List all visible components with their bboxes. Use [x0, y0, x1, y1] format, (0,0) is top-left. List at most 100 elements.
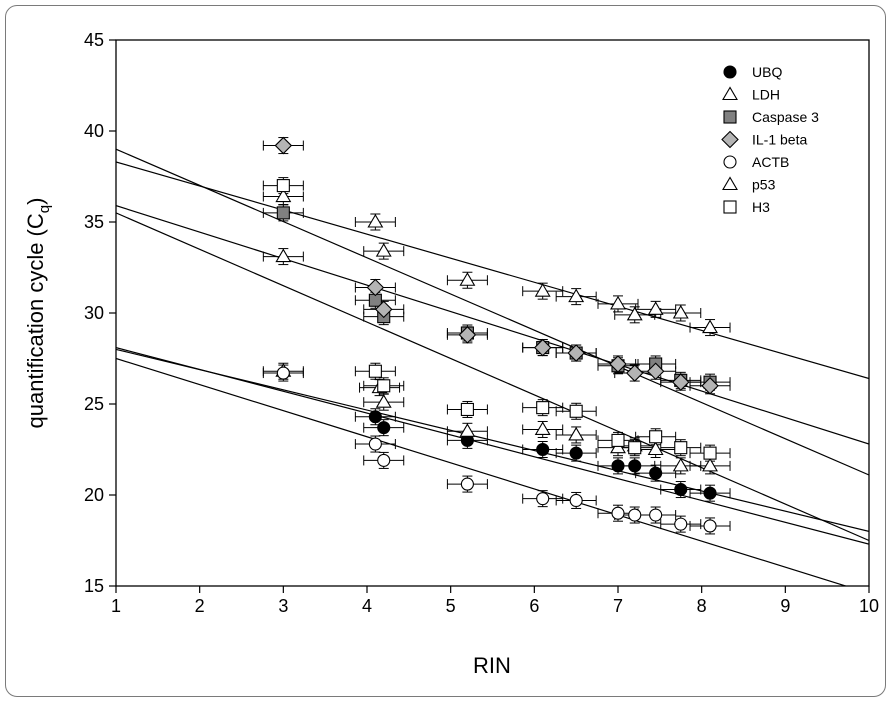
- legend-label: H3: [752, 199, 770, 215]
- legend-marker: [723, 155, 737, 169]
- data-point-ldh: [459, 423, 476, 437]
- data-point-il-1-beta: [671, 373, 690, 391]
- data-point-il-1-beta: [609, 355, 627, 373]
- data-point-ubq: [377, 421, 391, 435]
- data-point-actb: [377, 453, 391, 467]
- legend-label: Caspase 3: [752, 109, 819, 125]
- data-point-ubq: [368, 410, 382, 424]
- figure-frame: [5, 5, 886, 697]
- data-point-il-1-beta: [533, 338, 552, 357]
- legend-marker: [723, 110, 737, 124]
- data-point-actb: [368, 437, 382, 451]
- legend-label: IL-1 beta: [752, 132, 807, 148]
- data-point-p53: [367, 213, 384, 228]
- data-point-il-1-beta: [701, 377, 719, 395]
- data-point-ubq: [569, 446, 583, 460]
- data-point-p53: [375, 243, 392, 257]
- data-point-il-1-beta: [625, 364, 644, 382]
- y-tick-label: 15: [84, 576, 104, 596]
- fit-lines: [116, 148, 869, 586]
- data-point-ldh: [702, 457, 718, 472]
- legend-marker: [721, 130, 739, 149]
- data-point-p53: [672, 304, 689, 319]
- data-point-il-1-beta: [646, 362, 665, 381]
- data-point-ldh: [534, 421, 551, 436]
- legend-marker: [722, 176, 738, 191]
- data-point-ubq: [536, 442, 550, 457]
- x-tick-label: 10: [859, 596, 879, 616]
- data-point-actb: [276, 366, 290, 380]
- data-point-actb: [703, 519, 717, 533]
- legend-marker: [723, 65, 737, 79]
- legend-marker: [722, 86, 738, 101]
- fit-line-caspase-3: [116, 148, 869, 476]
- data-point-ldh: [568, 426, 585, 441]
- x-tick-label: 5: [446, 596, 456, 616]
- data-point-actb: [628, 508, 642, 522]
- legend-label: LDH: [752, 87, 780, 103]
- fit-line-il-1-beta: [116, 205, 869, 445]
- x-tick-label: 8: [697, 596, 707, 616]
- data-point-p53: [275, 188, 292, 203]
- data-point-ubq: [674, 482, 688, 497]
- data-point-p53: [459, 272, 476, 286]
- data-point-ubq: [649, 466, 663, 480]
- data-point-ldh: [375, 394, 392, 408]
- legend: UBQ LDH Caspase 3 IL-1 beta ACTB p53 H3: [721, 64, 819, 215]
- data-point-h3: [460, 402, 474, 417]
- fit-line-actb: [116, 357, 848, 586]
- data-point-actb: [649, 508, 663, 522]
- fit-line-p53: [116, 161, 869, 380]
- data-point-il-1-beta: [458, 326, 477, 344]
- data-point-p53: [647, 301, 664, 315]
- data-point-h3: [368, 364, 382, 378]
- data-point-ubq: [628, 459, 642, 473]
- data-point-actb: [674, 517, 688, 531]
- legend-label: p53: [752, 177, 776, 193]
- data-point-h3: [674, 441, 688, 455]
- x-tick-label: 6: [529, 596, 539, 616]
- y-axis-title: quantification cycle (Cq): [23, 198, 53, 429]
- data-point-caspase-3: [276, 206, 290, 220]
- data-point-h3: [649, 430, 663, 444]
- data-point-ldh: [672, 457, 689, 472]
- data-point-h3: [377, 379, 391, 393]
- data-point-ldh: [647, 441, 664, 456]
- x-tick-label: 7: [613, 596, 623, 616]
- data-point-il-1-beta: [374, 300, 393, 319]
- data-point-p53: [610, 295, 626, 310]
- data-point-h3: [569, 404, 583, 418]
- data-point-actb: [611, 506, 625, 520]
- fit-line-h3: [116, 212, 869, 542]
- x-tick-label: 1: [111, 596, 121, 616]
- y-tick-label: 35: [84, 212, 104, 232]
- data-point-h3: [611, 433, 625, 447]
- data-point-ubq: [611, 459, 625, 473]
- x-axis-title: RIN: [473, 653, 511, 678]
- y-tick-label: 25: [84, 394, 104, 414]
- data-point-h3: [628, 441, 642, 455]
- data-point-p53: [626, 306, 643, 321]
- data-point-il-1-beta: [274, 136, 293, 155]
- data-point-il-1-beta: [366, 278, 385, 297]
- data-point-h3: [536, 401, 550, 415]
- legend-label: ACTB: [752, 154, 789, 170]
- data-point-h3: [703, 446, 717, 460]
- x-tick-label: 3: [278, 596, 288, 616]
- x-tick-label: 9: [780, 596, 790, 616]
- legend-marker: [723, 200, 737, 214]
- data-point-p53: [534, 283, 551, 297]
- y-tick-label: 45: [84, 30, 104, 50]
- data-point-h3: [276, 179, 290, 193]
- y-tick-label: 20: [84, 485, 104, 505]
- data-points: [274, 136, 719, 533]
- x-tick-label: 4: [362, 596, 372, 616]
- data-point-ubq: [703, 486, 717, 500]
- data-point-p53: [702, 319, 718, 334]
- data-point-p53: [275, 248, 292, 263]
- data-point-actb: [536, 492, 550, 506]
- y-tick-label: 30: [84, 303, 104, 323]
- y-tick-label: 40: [84, 121, 104, 141]
